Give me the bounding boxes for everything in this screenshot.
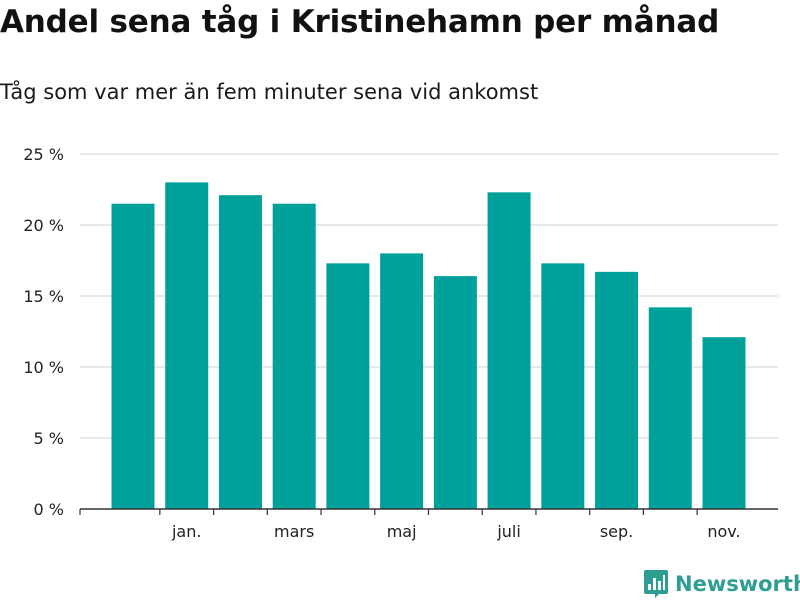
x-tick-label: maj — [387, 522, 417, 541]
x-tick-labels: jan. mars maj juli sep. nov. — [171, 522, 741, 541]
y-tick-label: 20 % — [23, 216, 64, 235]
bars — [111, 182, 746, 509]
bar-aug — [541, 263, 585, 509]
x-tick-label: jan. — [171, 522, 201, 541]
bar-juli — [487, 192, 531, 509]
bar-feb — [218, 195, 262, 509]
newsworthy-logo-text: Newsworthy — [675, 572, 800, 596]
bar-sep — [595, 271, 639, 509]
y-tick-label: 15 % — [23, 287, 64, 306]
y-tick-label: 5 % — [34, 429, 64, 448]
y-tick-label: 10 % — [23, 358, 64, 377]
x-tick-label: juli — [496, 522, 520, 541]
bar-maj — [380, 253, 424, 509]
bar-dec — [111, 203, 155, 509]
newsworthy-logo[interactable]: Newsworthy — [643, 568, 800, 600]
bar-mars — [272, 203, 316, 509]
bar-apr — [326, 263, 370, 509]
newsworthy-logo-icon — [644, 570, 668, 598]
bar-nov — [702, 337, 746, 509]
chart-subtitle: Tåg som var mer än fem minuter sena vid … — [0, 80, 539, 104]
bar-jan — [165, 182, 209, 509]
bar-okt — [648, 307, 692, 509]
x-tick-label: mars — [274, 522, 314, 541]
bar-juni — [433, 276, 477, 509]
x-axis — [79, 508, 778, 515]
y-tick-label: 0 % — [34, 500, 64, 519]
x-tick-label: sep. — [600, 522, 633, 541]
x-tick-label: nov. — [707, 522, 740, 541]
chart-title: Andel sena tåg i Kristinehamn per månad — [0, 4, 720, 40]
y-tick-labels: 0 % 5 % 10 % 15 % 20 % 25 % — [23, 145, 64, 519]
y-tick-label: 25 % — [23, 145, 64, 164]
